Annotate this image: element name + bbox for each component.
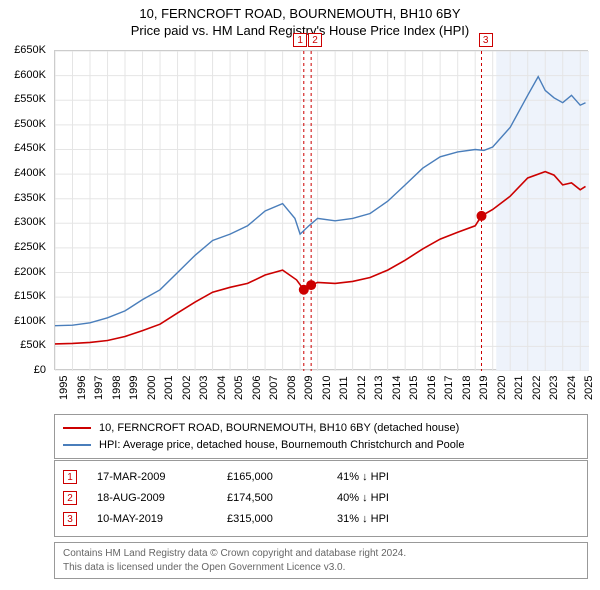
footer-line-2: This data is licensed under the Open Gov… bbox=[63, 561, 579, 575]
y-tick-label: £300K bbox=[14, 216, 46, 228]
callout-2: 2 bbox=[308, 33, 322, 47]
sales-table: 1 17-MAR-2009 £165,000 41% ↓ HPI 2 18-AUG-200… bbox=[54, 460, 588, 537]
x-tick-label: 2004 bbox=[216, 376, 228, 400]
legend-box: 10, FERNCROFT ROAD, BOURNEMOUTH, BH10 6B… bbox=[54, 414, 588, 459]
x-tick-label: 2002 bbox=[181, 376, 193, 400]
sale-marker: 2 bbox=[63, 491, 77, 505]
x-tick-label: 1995 bbox=[58, 376, 70, 400]
sale-price: £315,000 bbox=[227, 509, 317, 530]
y-tick-label: £450K bbox=[14, 142, 46, 154]
x-tick-label: 2008 bbox=[286, 376, 298, 400]
y-axis-labels: £0£50K£100K£150K£200K£250K£300K£350K£400… bbox=[0, 50, 50, 370]
legend-label: HPI: Average price, detached house, Bour… bbox=[99, 437, 464, 454]
title-line-1: 10, FERNCROFT ROAD, BOURNEMOUTH, BH10 6B… bbox=[0, 6, 600, 23]
sale-price: £165,000 bbox=[227, 467, 317, 488]
y-tick-label: £600K bbox=[14, 69, 46, 81]
x-tick-label: 2010 bbox=[321, 376, 333, 400]
sale-date: 10-MAY-2019 bbox=[97, 509, 207, 530]
legend-swatch bbox=[63, 427, 91, 429]
sale-marker: 1 bbox=[63, 470, 77, 484]
sale-marker: 3 bbox=[63, 512, 77, 526]
y-tick-label: £400K bbox=[14, 167, 46, 179]
callout-3: 3 bbox=[479, 33, 493, 47]
x-tick-label: 2020 bbox=[496, 376, 508, 400]
x-tick-label: 2012 bbox=[356, 376, 368, 400]
legend-row: HPI: Average price, detached house, Bour… bbox=[63, 437, 579, 454]
y-tick-label: £500K bbox=[14, 118, 46, 130]
sale-row: 1 17-MAR-2009 £165,000 41% ↓ HPI bbox=[63, 467, 579, 488]
x-tick-label: 2006 bbox=[251, 376, 263, 400]
x-tick-label: 2014 bbox=[391, 376, 403, 400]
x-tick-label: 2016 bbox=[426, 376, 438, 400]
legend-label: 10, FERNCROFT ROAD, BOURNEMOUTH, BH10 6B… bbox=[99, 420, 459, 437]
x-tick-label: 2003 bbox=[198, 376, 210, 400]
x-tick-label: 2001 bbox=[163, 376, 175, 400]
x-tick-label: 2021 bbox=[513, 376, 525, 400]
x-tick-label: 2005 bbox=[233, 376, 245, 400]
x-tick-label: 2013 bbox=[373, 376, 385, 400]
x-tick-label: 1996 bbox=[76, 376, 88, 400]
sale-delta: 31% ↓ HPI bbox=[337, 509, 579, 530]
footer-line-1: Contains HM Land Registry data © Crown c… bbox=[63, 547, 579, 561]
x-axis-labels: 1995 1996 1997 1998 1999 2000 2001 2002 2003 2004… bbox=[54, 372, 588, 412]
chart-plot-area: 123 bbox=[54, 50, 588, 370]
x-tick-label: 2024 bbox=[566, 376, 578, 400]
x-tick-label: 2023 bbox=[548, 376, 560, 400]
y-tick-label: £0 bbox=[34, 364, 46, 376]
chart-container: 10, FERNCROFT ROAD, BOURNEMOUTH, BH10 6B… bbox=[0, 0, 600, 590]
x-tick-label: 2015 bbox=[408, 376, 420, 400]
x-tick-label: 2018 bbox=[461, 376, 473, 400]
chart-svg bbox=[55, 51, 589, 371]
x-tick-label: 2019 bbox=[478, 376, 490, 400]
x-tick-label: 2007 bbox=[268, 376, 280, 400]
x-tick-label: 1999 bbox=[128, 376, 140, 400]
y-tick-label: £150K bbox=[14, 290, 46, 302]
sale-delta: 41% ↓ HPI bbox=[337, 467, 579, 488]
x-tick-label: 1998 bbox=[111, 376, 123, 400]
sale-date: 17-MAR-2009 bbox=[97, 467, 207, 488]
legend-swatch bbox=[63, 444, 91, 446]
sale-date: 18-AUG-2009 bbox=[97, 488, 207, 509]
x-tick-label: 2009 bbox=[303, 376, 315, 400]
x-tick-label: 1997 bbox=[93, 376, 105, 400]
x-tick-label: 2000 bbox=[146, 376, 158, 400]
sale-row: 2 18-AUG-2009 £174,500 40% ↓ HPI bbox=[63, 488, 579, 509]
y-tick-label: £550K bbox=[14, 93, 46, 105]
y-tick-label: £650K bbox=[14, 44, 46, 56]
callout-1: 1 bbox=[293, 33, 307, 47]
sale-row: 3 10-MAY-2019 £315,000 31% ↓ HPI bbox=[63, 509, 579, 530]
footer-box: Contains HM Land Registry data © Crown c… bbox=[54, 542, 588, 579]
x-tick-label: 2017 bbox=[443, 376, 455, 400]
y-tick-label: £250K bbox=[14, 241, 46, 253]
x-tick-label: 2025 bbox=[583, 376, 595, 400]
y-tick-label: £200K bbox=[14, 266, 46, 278]
x-tick-label: 2011 bbox=[338, 376, 350, 400]
sale-delta: 40% ↓ HPI bbox=[337, 488, 579, 509]
legend-row: 10, FERNCROFT ROAD, BOURNEMOUTH, BH10 6B… bbox=[63, 420, 579, 437]
sale-price: £174,500 bbox=[227, 488, 317, 509]
y-tick-label: £100K bbox=[14, 315, 46, 327]
y-tick-label: £350K bbox=[14, 192, 46, 204]
y-tick-label: £50K bbox=[20, 339, 46, 351]
x-tick-label: 2022 bbox=[531, 376, 543, 400]
